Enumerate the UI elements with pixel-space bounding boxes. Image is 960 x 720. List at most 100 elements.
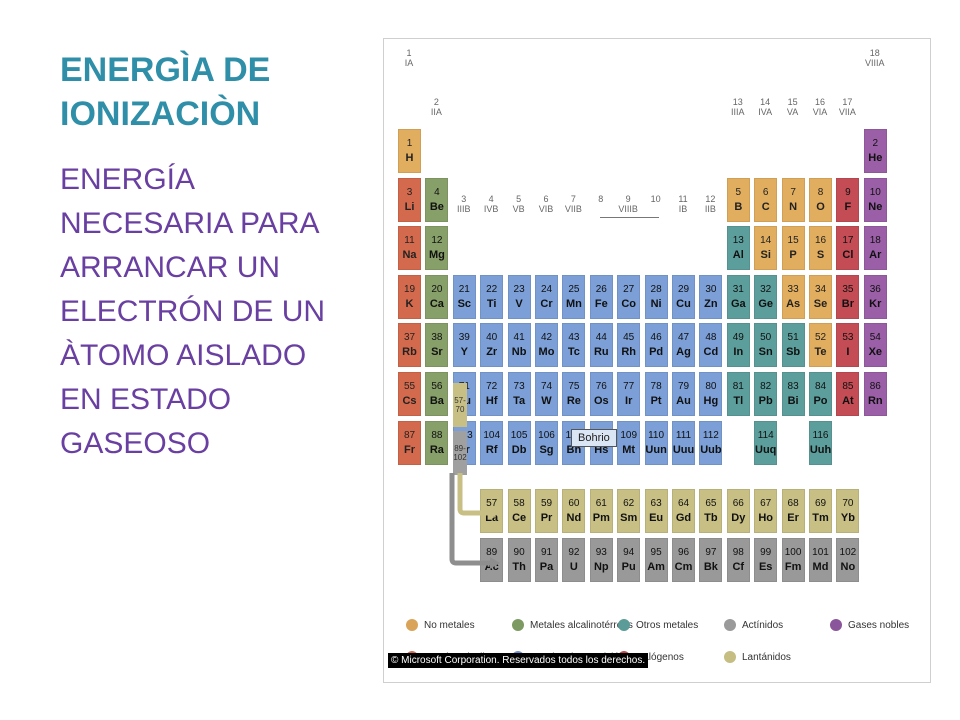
element-symbol: Nd (566, 512, 582, 525)
element-cell-na: 11 Na (398, 226, 421, 271)
element-symbol: Sc (457, 297, 472, 310)
element-symbol: Mo (538, 346, 555, 359)
atomic-number: 38 (431, 332, 443, 344)
element-cell-cu: 29 Cu (672, 274, 695, 319)
atomic-number: 90 (513, 546, 525, 558)
atomic-number: 72 (486, 381, 498, 392)
element-symbol: Dy (731, 512, 746, 525)
element-symbol: Fe (594, 297, 608, 310)
group-header: 10 (650, 194, 661, 205)
element-symbol: Np (593, 560, 609, 573)
element-symbol: C (761, 200, 770, 213)
element-cell-xe: 54 Xe (863, 323, 887, 368)
element-cell-sm: 62 Sm (617, 489, 641, 534)
element-symbol: Au (676, 395, 691, 407)
atomic-number: 37 (403, 332, 416, 344)
atomic-number: 11 (404, 235, 415, 247)
atomic-number: 56 (431, 381, 443, 392)
element-cell-i: 53 I (836, 323, 860, 368)
group-header: 16 VIA (812, 97, 828, 117)
element-symbol: Eu (649, 512, 664, 525)
atomic-number: 1 (406, 138, 413, 149)
element-symbol: Pb (758, 395, 773, 407)
element-cell-es: 99 Es (754, 537, 778, 582)
body-line-5: ÀTOMO AISLADO (60, 339, 307, 372)
element-symbol: Y (460, 346, 468, 359)
group-header: 3 IIIB (457, 194, 471, 215)
element-symbol: Po (813, 395, 828, 407)
element-cell-sb: 51 Sb (781, 323, 805, 368)
atomic-number: 105 (510, 429, 528, 441)
element-symbol: Hg (703, 395, 719, 407)
element-symbol: Sm (620, 512, 638, 525)
atomic-number: 114 (757, 429, 774, 441)
element-symbol: Se (813, 297, 828, 310)
element-symbol: Uuq (755, 443, 777, 456)
atomic-number: 94 (623, 546, 635, 558)
group-header: 4 IVB (483, 194, 499, 215)
legend-item: No metales (406, 619, 475, 631)
element-symbol: V (515, 297, 523, 310)
atomic-number: 5 (735, 186, 742, 198)
element-symbol: Pu (621, 560, 636, 573)
group-header: 17 VIIA (838, 97, 856, 117)
element-cell-rf: 104 Rf (480, 420, 504, 465)
atomic-number: 50 (760, 332, 772, 344)
element-symbol: Uub (700, 443, 722, 456)
element-symbol: Li (404, 200, 415, 213)
element-cell-tb: 65 Tb (699, 489, 723, 534)
atomic-number: 100 (784, 546, 802, 558)
atomic-number: 70 (842, 498, 854, 510)
atomic-number: 77 (623, 381, 635, 392)
atomic-number: 35 (842, 283, 854, 295)
element-cell-md: 101 Md (809, 537, 832, 582)
element-symbol: Yb (840, 512, 855, 525)
body-line-6: EN ESTADO (60, 383, 232, 416)
element-cell-co: 27 Co (617, 274, 641, 319)
atomic-number: 45 (623, 332, 635, 344)
element-cell-pb: 82 Pb (754, 372, 778, 416)
atomic-number: 99 (760, 546, 772, 558)
atomic-number: 79 (677, 381, 690, 392)
atomic-number: 29 (677, 283, 690, 295)
atomic-number: 101 (812, 546, 829, 558)
atomic-number: 36 (869, 283, 881, 295)
legend-label: Gases nobles (848, 619, 910, 631)
element-symbol: Th (512, 560, 526, 573)
element-symbol: Ta (513, 395, 526, 407)
atomic-number: 104 (483, 429, 501, 441)
group-header: 7 VIIB (564, 194, 582, 215)
element-symbol: Cs (402, 395, 417, 407)
atomic-number: 14 (760, 235, 772, 247)
atomic-number: 42 (540, 332, 553, 344)
atomic-number: 31 (732, 283, 744, 295)
body-line-3: ARRANCAR UN (60, 251, 281, 284)
element-symbol: O (816, 200, 825, 213)
lanthanide-range: 57- 70 (454, 396, 466, 414)
element-symbol: Ce (512, 512, 527, 525)
legend-label: Halógenos (636, 651, 684, 663)
atomic-number: 47 (677, 332, 690, 344)
element-cell-nd: 60 Nd (562, 489, 586, 534)
atomic-number: 54 (869, 332, 881, 344)
element-symbol: Ho (758, 512, 774, 525)
element-symbol: Si (760, 249, 771, 262)
atomic-number: 18 (869, 235, 881, 247)
atomic-number: 78 (650, 381, 662, 392)
element-cell-ir: 77 Ir (617, 372, 641, 416)
element-symbol: Uuu (672, 443, 695, 456)
atomic-number: 98 (732, 546, 744, 558)
atomic-number: 89 (486, 546, 498, 558)
element-symbol: Be (429, 200, 444, 213)
element-symbol: Ar (869, 249, 882, 262)
element-symbol: Cm (674, 560, 693, 573)
element-cell-yb: 70 Yb (836, 489, 860, 534)
element-cell-uuu: 111 Uuu (672, 420, 695, 465)
element-cell-po: 84 Po (809, 372, 832, 416)
element-symbol: Co (621, 297, 637, 310)
element-cell-uub: 112 Uub (699, 420, 723, 465)
element-cell-er: 68 Er (781, 489, 805, 534)
element-cell-sn: 50 Sn (754, 323, 778, 368)
